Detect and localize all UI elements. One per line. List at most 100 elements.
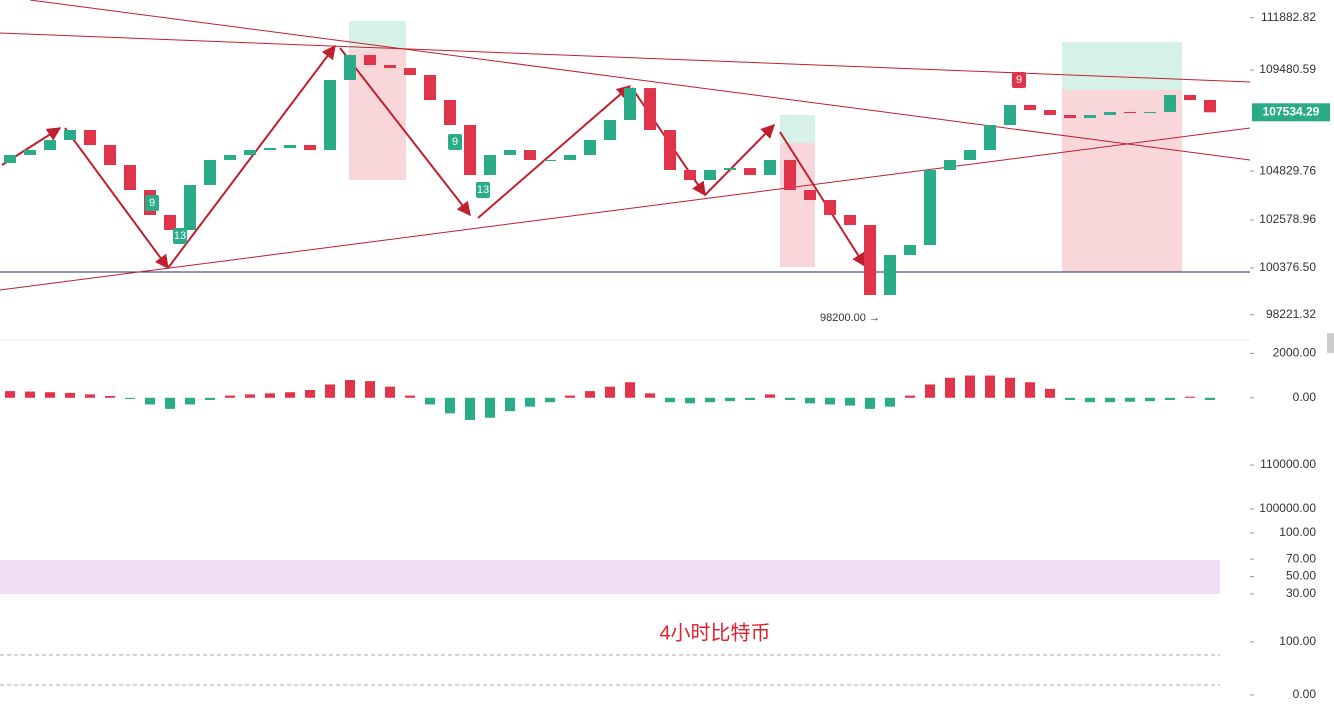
target-box [780, 115, 815, 143]
macd-bar [605, 386, 615, 398]
trend-line [0, 127, 1251, 291]
macd-bar [925, 384, 935, 398]
trend-line [0, 32, 1251, 83]
macd-bar [765, 394, 775, 398]
macd-bar [365, 381, 375, 398]
target-box [1062, 42, 1182, 90]
y-tick-label: 50.00 [1286, 569, 1316, 583]
candle [684, 170, 696, 180]
macd-bar [1185, 396, 1195, 398]
candle [944, 160, 956, 170]
signal-label: 9 [452, 136, 458, 148]
macd-bar [565, 395, 575, 398]
macd-bar [345, 380, 355, 398]
watermark: 4小时比特币 [659, 621, 770, 644]
candle [964, 150, 976, 160]
signal-marker [145, 195, 159, 211]
y-tick-label: 0.00 [1293, 390, 1317, 404]
candle [624, 88, 636, 120]
macd-bar [645, 393, 655, 398]
candle [464, 125, 476, 175]
macd-bar [425, 397, 435, 405]
macd-bar [285, 392, 295, 398]
stop-box [349, 49, 406, 180]
macd-bar [325, 384, 335, 398]
macd-bar [485, 397, 495, 418]
macd-bar [945, 377, 955, 398]
macd-bar [1205, 397, 1215, 400]
signal-marker [476, 182, 490, 198]
macd-bar [745, 397, 755, 400]
candle [924, 170, 936, 245]
macd-bar [65, 392, 75, 398]
y-tick-label: 104829.76 [1259, 163, 1316, 177]
candle [304, 145, 316, 150]
candle [904, 245, 916, 255]
candle [44, 140, 56, 150]
candle [1044, 110, 1056, 115]
signal-marker [448, 134, 462, 150]
signal-label: 9 [1016, 74, 1022, 86]
rsi-band [0, 560, 1220, 594]
candle [344, 55, 356, 80]
macd-bar [1005, 377, 1015, 398]
macd-bar [445, 397, 455, 414]
candle [384, 65, 396, 69]
y-tick-label: 110000.00 [1260, 457, 1316, 471]
candle [724, 168, 736, 170]
candle [1104, 111, 1116, 115]
signal-label: 13 [174, 230, 186, 242]
candle [264, 148, 276, 150]
macd-bar [985, 375, 995, 398]
candle [244, 150, 256, 155]
signal-label: 9 [149, 197, 155, 209]
macd-bar [865, 397, 875, 409]
candle [124, 165, 136, 190]
candle [1024, 105, 1036, 110]
macd-bar [205, 397, 215, 400]
candle [224, 155, 236, 160]
candle [84, 130, 96, 145]
signal-marker [1012, 72, 1026, 88]
candle [644, 88, 656, 130]
y-tick-label: 100.00 [1279, 525, 1316, 539]
candle [284, 145, 296, 149]
macd-bar [705, 397, 715, 403]
macd-bar [1085, 397, 1095, 403]
candle [604, 120, 616, 140]
macd-bar [245, 394, 255, 398]
candle [24, 150, 36, 155]
candle [884, 255, 896, 295]
candle [444, 100, 456, 125]
macd-bar [505, 397, 515, 412]
candle [64, 130, 76, 140]
macd-bar [405, 395, 415, 398]
macd-bar [905, 395, 915, 398]
y-tick-label: 100376.50 [1259, 260, 1316, 274]
price-tag [1252, 103, 1330, 122]
macd-bar [45, 392, 55, 398]
macd-bar [545, 397, 555, 403]
candle [824, 200, 836, 215]
candle [164, 215, 176, 230]
candle [424, 75, 436, 100]
macd-bar [965, 375, 975, 398]
candle [1064, 115, 1076, 119]
candle [184, 185, 196, 230]
macd-bar [885, 397, 895, 407]
macd-bar [105, 396, 115, 398]
macd-bar [725, 397, 735, 402]
y-tick-label: 0.00 [1293, 687, 1317, 701]
macd-bar [1125, 397, 1135, 402]
candle [104, 145, 116, 165]
candle [544, 160, 556, 161]
y-tick-label: 2000.00 [1273, 346, 1317, 360]
candle [864, 225, 876, 295]
macd-bar [665, 397, 675, 403]
macd-bar [145, 397, 155, 405]
macd-bar [845, 397, 855, 406]
signal-marker [173, 228, 187, 244]
candle [1084, 115, 1096, 119]
scroll-handle[interactable] [1327, 333, 1334, 353]
candle [324, 80, 336, 150]
